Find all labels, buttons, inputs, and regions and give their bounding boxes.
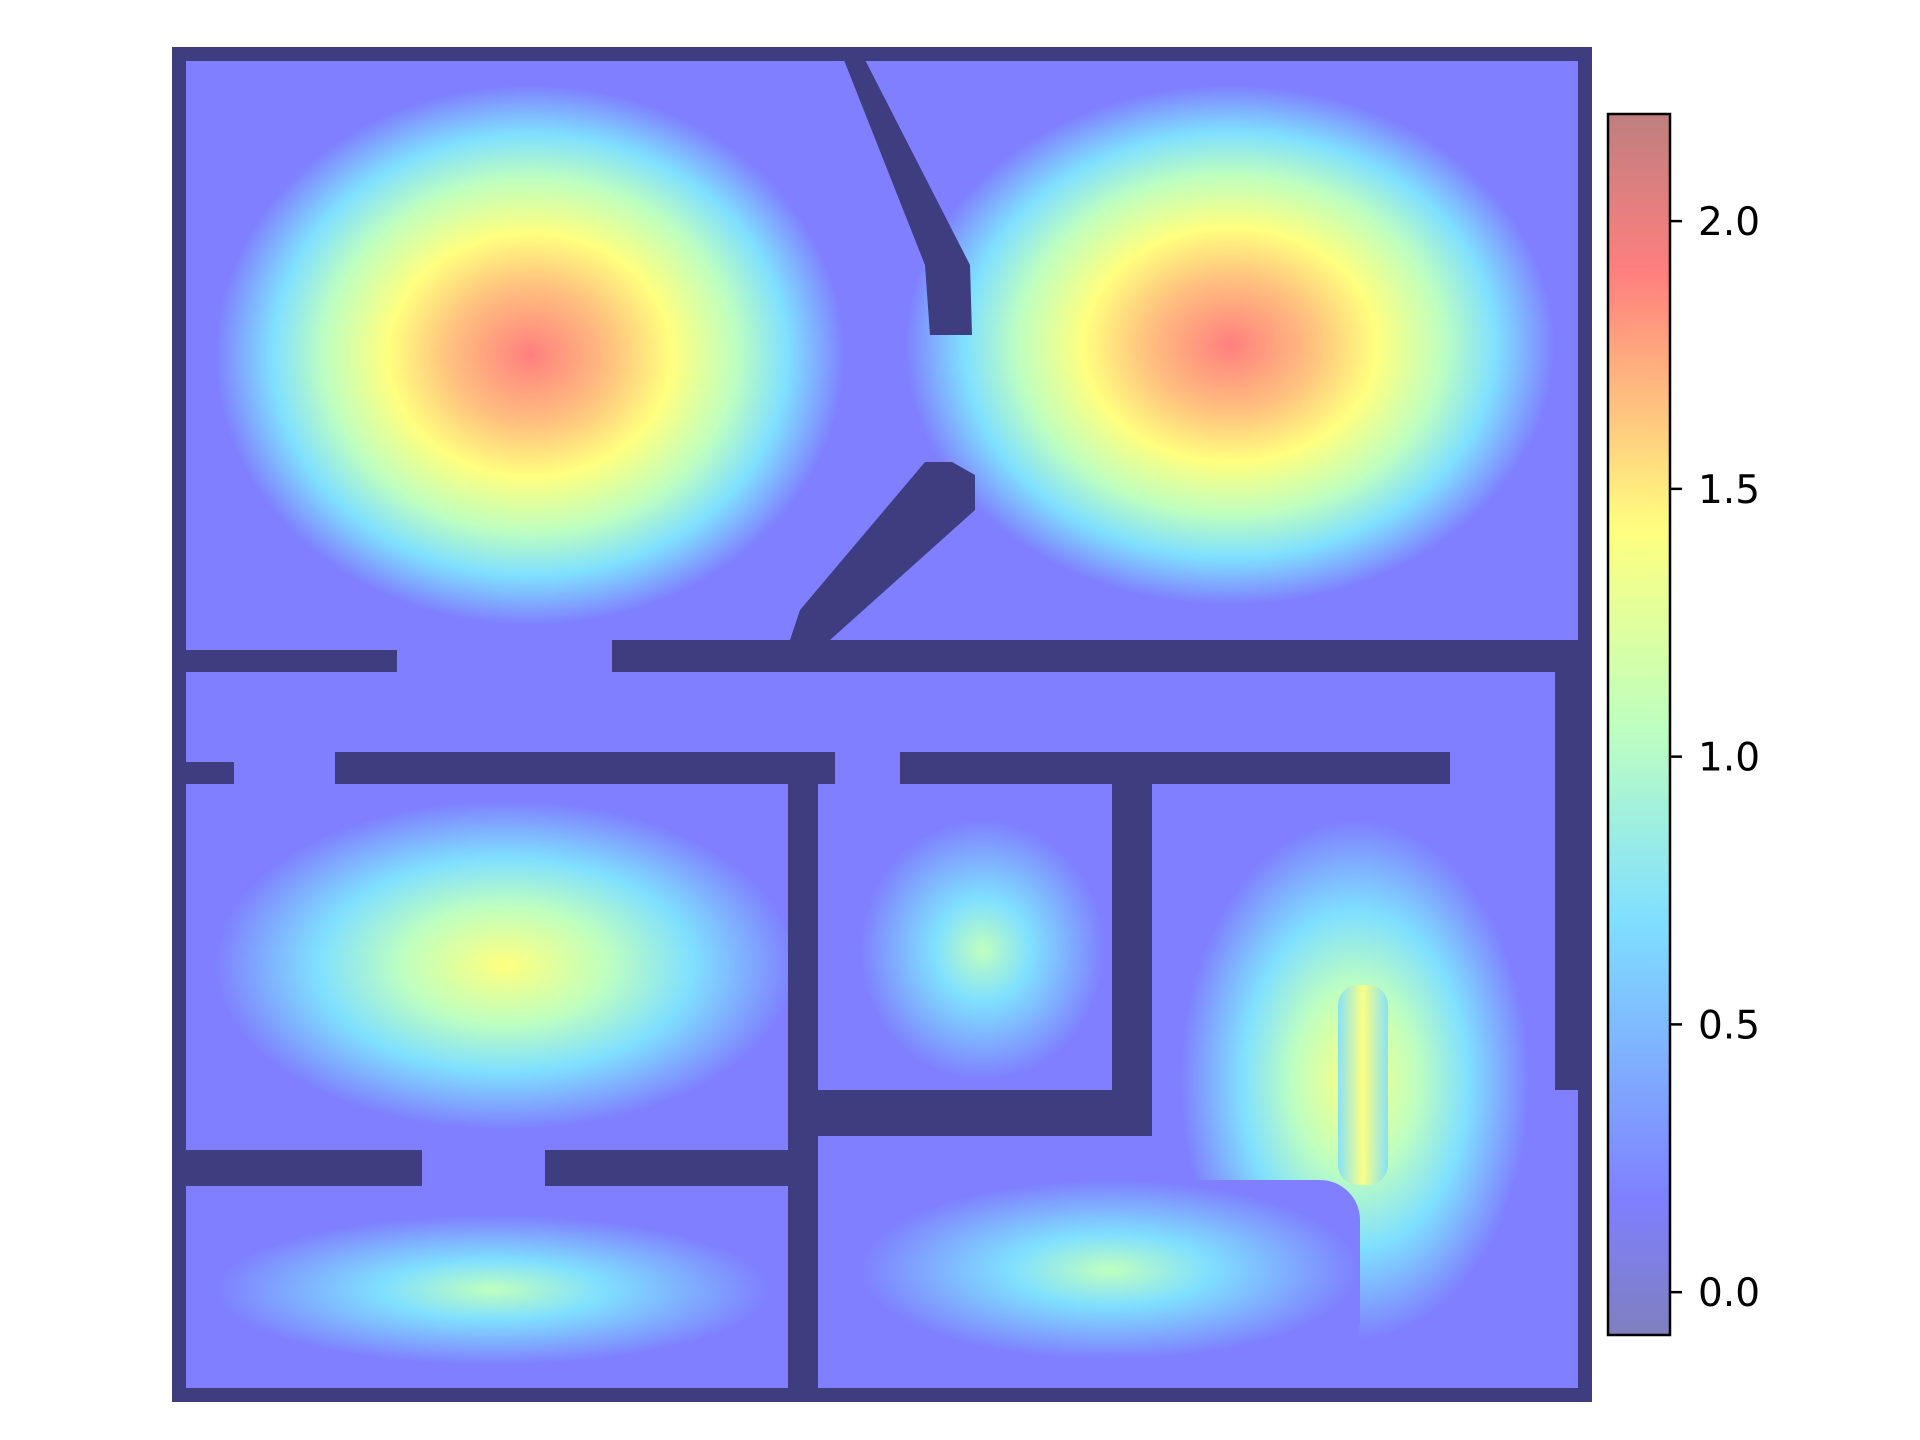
colorbar-tick-label: 1.0 [1698, 736, 1760, 781]
wall-horizontal-lower-right [900, 752, 1450, 784]
heatmap-image [172, 47, 1592, 1402]
room-lower-left [215, 1215, 770, 1365]
wall-horizontal-upper-right [612, 640, 1592, 672]
colorbar-tick-label: 2.0 [1698, 200, 1760, 245]
wall-outer-bottom [172, 1388, 1592, 1402]
colorbar-tick-label: 0.5 [1698, 1003, 1760, 1048]
colorbar: 0.0 0.5 1.0 1.5 2.0 [1606, 112, 1760, 1337]
wall-diagonal-mid [790, 462, 975, 640]
wall-horizontal-upper-left [172, 650, 397, 672]
colorbar-tick-label: 1.5 [1698, 468, 1760, 513]
walls [172, 47, 1592, 1402]
wall-lower-left-b [545, 1150, 795, 1186]
wall-vertical-mid [1112, 784, 1152, 1136]
colorbar-ticks: 0.0 0.5 1.0 1.5 2.0 [1670, 200, 1760, 1316]
room-bottom-right-lower [860, 1180, 1360, 1360]
wall-right-stub [1555, 660, 1578, 1090]
wall-diagonal-top [840, 50, 972, 335]
ridge-line [1338, 985, 1388, 1185]
room-bottom-left [215, 800, 795, 1130]
wall-horizontal-lower-mid [335, 752, 835, 784]
wall-outer-left [172, 47, 186, 1402]
wall-outer-top [172, 47, 1592, 61]
room-top-right [905, 85, 1555, 605]
room-bottom-middle [860, 820, 1105, 1080]
wall-horizontal-bottom-middle [818, 1090, 1152, 1136]
wall-outer-right [1578, 47, 1592, 1402]
colorbar-gradient [1606, 112, 1672, 1337]
wall-lower-left-a [172, 1150, 422, 1186]
wall-vertical-center [788, 752, 818, 1402]
wall-horizontal-lower-left [172, 762, 234, 784]
colorbar-tick-label: 0.0 [1698, 1271, 1760, 1316]
room-top-left [215, 85, 845, 625]
